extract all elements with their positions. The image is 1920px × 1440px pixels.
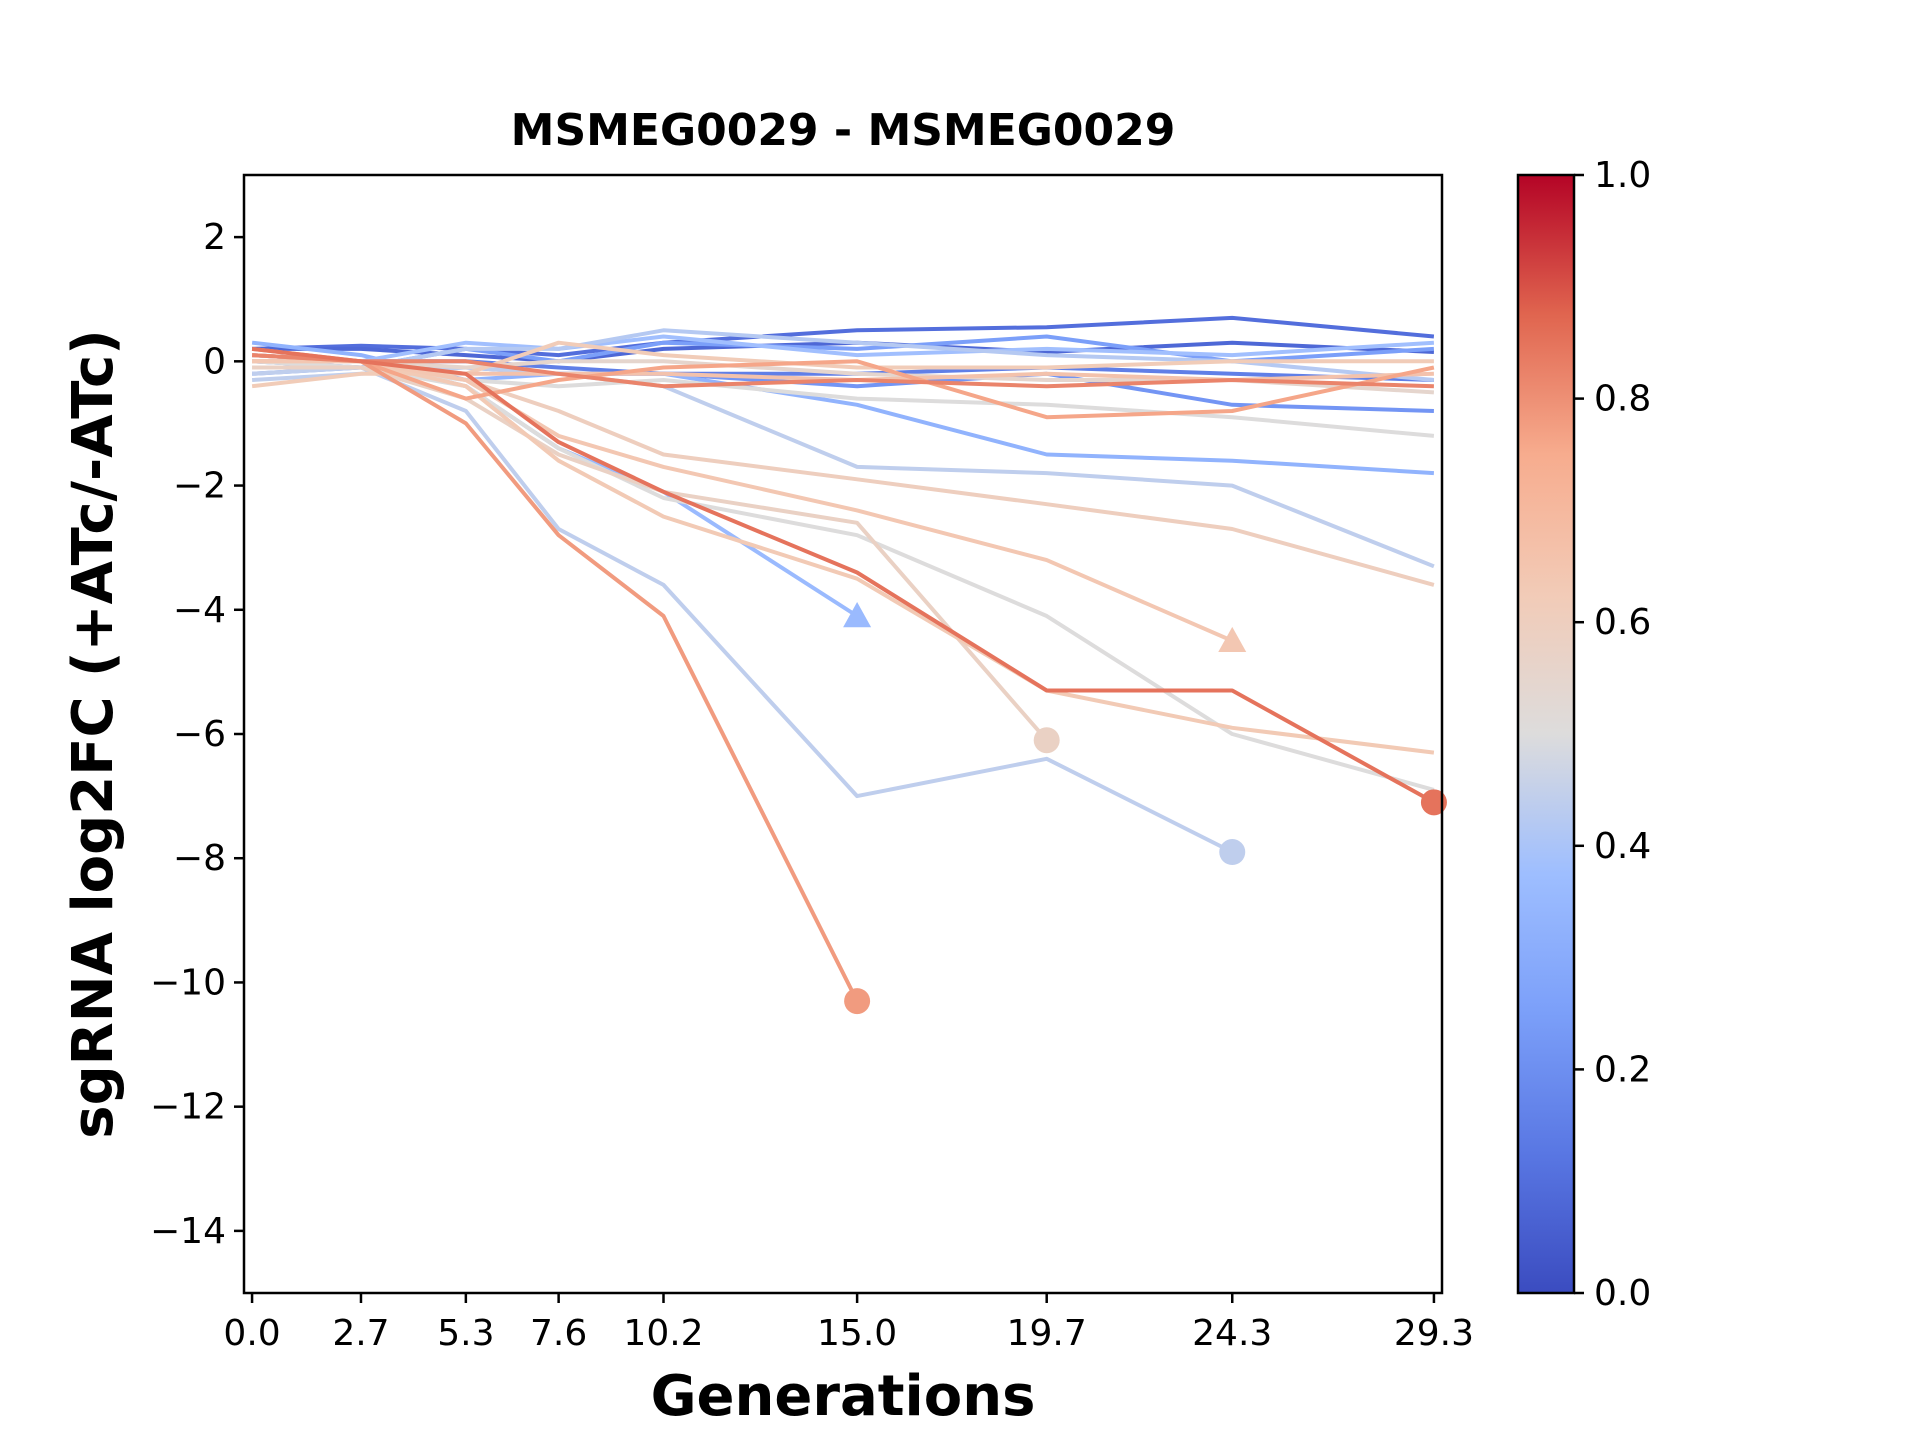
colorbar-ticks: 0.0 0.2 0.4 0.6 0.8 1.0 bbox=[1574, 155, 1651, 1314]
colorbar-tick-label: 1.0 bbox=[1594, 155, 1651, 196]
series-line-20 bbox=[251, 353, 1435, 420]
colorbar-gradient bbox=[1516, 173, 1576, 1295]
x-tick-label: 19.7 bbox=[1007, 1313, 1087, 1354]
series-line-22 bbox=[251, 353, 1434, 389]
x-tick-label: 2.7 bbox=[332, 1313, 389, 1354]
series-layer bbox=[251, 315, 1435, 1002]
marker-layer bbox=[843, 601, 1447, 1015]
series-end-marker-circle-21 bbox=[844, 988, 871, 1015]
x-tick-label: 10.2 bbox=[623, 1313, 703, 1354]
x-tick-label: 5.3 bbox=[437, 1313, 494, 1354]
y-axis: 2 0 −2 −4 −6 −8 −10 −12 −14 bbox=[150, 217, 244, 1252]
series-line-14 bbox=[252, 365, 1049, 742]
y-tick-label: 2 bbox=[203, 217, 226, 258]
series-end-marker-triangle-6 bbox=[843, 601, 872, 628]
chart-title: MSMEG0029 - MSMEG0029 bbox=[511, 105, 1176, 156]
y-axis-label: sgRNA log2FC (+ATc/-ATc) bbox=[61, 329, 126, 1139]
colorbar: 0.0 0.2 0.4 0.6 0.8 1.0 bbox=[1516, 155, 1651, 1314]
series-end-marker-circle-23 bbox=[1420, 789, 1447, 816]
y-tick-label: −10 bbox=[150, 962, 226, 1003]
y-tick-label: −6 bbox=[173, 714, 226, 755]
series-end-marker-circle-10 bbox=[1219, 839, 1246, 866]
colorbar-tick-label: 0.6 bbox=[1594, 602, 1651, 643]
y-tick-label: −4 bbox=[173, 590, 226, 631]
colorbar-tick-label: 0.4 bbox=[1594, 826, 1651, 867]
series-end-marker-triangle-18 bbox=[1218, 626, 1247, 653]
colorbar-tick-label: 0.8 bbox=[1594, 379, 1651, 420]
x-tick-label: 24.3 bbox=[1192, 1313, 1272, 1354]
y-tick-label: −8 bbox=[173, 838, 226, 879]
series-line-6 bbox=[251, 353, 859, 618]
series-line-23 bbox=[251, 346, 1435, 805]
x-tick-label: 29.3 bbox=[1394, 1313, 1474, 1354]
series-line-13 bbox=[252, 359, 1435, 395]
series-line-7 bbox=[252, 334, 1435, 364]
series-end-marker-circle-14 bbox=[1033, 727, 1060, 754]
x-axis: 0.0 2.7 5.3 7.6 10.2 15.0 19.7 24.3 29.3 bbox=[223, 1293, 1474, 1354]
x-tick-label: 7.6 bbox=[530, 1313, 587, 1354]
x-tick-label: 0.0 bbox=[223, 1313, 280, 1354]
x-tick-label: 15.0 bbox=[817, 1313, 897, 1354]
y-tick-label: 0 bbox=[203, 341, 226, 382]
series-line-17 bbox=[252, 359, 1435, 755]
x-axis-label: Generations bbox=[651, 1364, 1036, 1429]
y-tick-label: −14 bbox=[150, 1211, 226, 1252]
series-line-18 bbox=[252, 359, 1233, 643]
series-line-1 bbox=[252, 340, 1434, 364]
colorbar-tick-label: 0.0 bbox=[1594, 1273, 1651, 1314]
y-tick-label: −12 bbox=[150, 1087, 226, 1128]
colorbar-tick-label: 0.2 bbox=[1594, 1049, 1651, 1090]
y-tick-label: −2 bbox=[173, 466, 226, 507]
series-line-10 bbox=[251, 365, 1234, 854]
